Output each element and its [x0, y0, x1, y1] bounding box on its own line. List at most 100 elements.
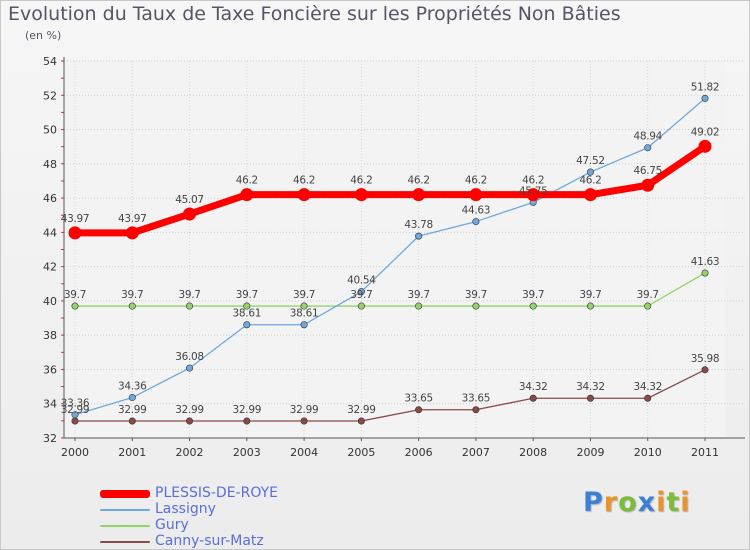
data-label-gury: 39.7 — [637, 289, 659, 301]
data-point-gury — [71, 302, 79, 310]
legend-label-canny-sur-matz: Canny-sur-Matz — [155, 533, 264, 549]
legend-label-lassigny: Lassigny — [155, 501, 216, 517]
data-point-gury — [300, 302, 308, 310]
series-line-lassigny — [74, 97, 706, 416]
y-tick-label: 46 — [43, 192, 57, 205]
data-label-plessis-de-roye: 46.2 — [350, 175, 372, 187]
data-label-lassigny: 33.36 — [61, 398, 90, 410]
data-point-plessis-de-roye — [354, 188, 368, 202]
x-tick-label: 2008 — [519, 446, 547, 459]
y-tick-label: 38 — [43, 329, 57, 342]
data-point-plessis-de-roye — [183, 207, 197, 221]
y-tick-label: 48 — [43, 158, 57, 171]
y-tick-label: 32 — [43, 432, 57, 445]
data-label-gury: 39.7 — [465, 289, 487, 301]
data-label-canny-sur-matz: 32.99 — [290, 404, 319, 416]
logo-letter: P — [583, 487, 604, 518]
data-point-plessis-de-roye — [125, 226, 139, 240]
data-point-plessis-de-roye — [297, 188, 311, 202]
data-point-lassigny — [128, 394, 136, 402]
data-point-canny-sur-matz — [472, 406, 480, 414]
data-label-plessis-de-roye: 46.2 — [465, 175, 487, 187]
data-point-plessis-de-roye — [240, 188, 254, 202]
x-tick-label: 2004 — [290, 446, 318, 459]
data-label-plessis-de-roye: 46.75 — [633, 165, 662, 177]
data-label-canny-sur-matz: 34.32 — [633, 381, 662, 393]
data-label-lassigny: 45.75 — [519, 185, 548, 197]
data-point-lassigny — [243, 321, 251, 329]
logo-letter: r — [603, 487, 619, 518]
y-tick-label: 54 — [43, 55, 57, 68]
data-label-canny-sur-matz: 33.65 — [404, 393, 433, 405]
data-point-plessis-de-roye — [698, 139, 712, 153]
x-tick-label: 2009 — [576, 446, 604, 459]
data-point-canny-sur-matz — [644, 394, 652, 402]
data-label-plessis-de-roye: 45.07 — [175, 194, 204, 206]
data-label-canny-sur-matz: 33.65 — [462, 393, 491, 405]
legend-label-gury: Gury — [155, 517, 189, 533]
data-label-lassigny: 47.52 — [576, 155, 605, 167]
data-label-gury: 39.7 — [236, 289, 258, 301]
y-tick-label: 50 — [43, 124, 57, 137]
data-label-canny-sur-matz: 34.32 — [576, 381, 605, 393]
x-tick-label: 2002 — [176, 446, 204, 459]
data-label-gury: 39.7 — [350, 289, 372, 301]
y-tick-label: 44 — [43, 226, 57, 239]
data-point-lassigny — [71, 411, 79, 419]
series-line-canny-sur-matz — [74, 369, 706, 422]
data-point-gury — [529, 302, 537, 310]
data-point-gury — [644, 302, 652, 310]
data-point-canny-sur-matz — [701, 366, 709, 374]
data-label-lassigny: 38.61 — [290, 308, 319, 320]
data-point-gury — [243, 302, 251, 310]
legend-swatch-canny-sur-matz — [100, 541, 150, 543]
logo-letter: i — [680, 487, 691, 518]
data-label-gury: 39.7 — [121, 289, 143, 301]
logo-letter: t — [666, 487, 681, 518]
data-label-lassigny: 51.82 — [691, 81, 720, 93]
data-label-plessis-de-roye: 43.97 — [118, 213, 147, 225]
data-label-lassigny: 44.63 — [462, 205, 491, 217]
data-point-plessis-de-roye — [526, 188, 540, 202]
legend-swatch-plessis-de-roye — [100, 490, 150, 498]
x-tick-label: 2005 — [347, 446, 375, 459]
data-label-gury: 39.7 — [178, 289, 200, 301]
logo-letter: x — [637, 487, 657, 518]
data-label-plessis-de-roye: 46.2 — [236, 175, 258, 187]
data-point-gury — [701, 269, 709, 277]
data-point-plessis-de-roye — [583, 188, 597, 202]
logo-letter: o — [618, 487, 638, 518]
x-tick-label: 2001 — [118, 446, 146, 459]
data-point-canny-sur-matz — [357, 417, 365, 425]
data-label-lassigny: 34.36 — [118, 381, 147, 393]
data-point-canny-sur-matz — [71, 417, 79, 425]
data-point-plessis-de-roye — [641, 178, 655, 192]
data-point-canny-sur-matz — [586, 394, 594, 402]
data-label-lassigny: 48.94 — [633, 131, 662, 143]
data-label-gury: 39.7 — [293, 289, 315, 301]
data-point-canny-sur-matz — [186, 417, 194, 425]
data-point-gury — [128, 302, 136, 310]
plot-area — [64, 61, 725, 438]
y-tick-label: 42 — [43, 261, 57, 274]
x-tick-label: 2006 — [405, 446, 433, 459]
chart-title: Evolution du Taux de Taxe Foncière sur l… — [8, 3, 621, 25]
legend-label-plessis-de-roye: PLESSIS-DE-ROYE — [155, 485, 278, 501]
data-point-lassigny — [186, 364, 194, 372]
data-point-lassigny — [357, 288, 365, 296]
data-label-gury: 39.7 — [408, 289, 430, 301]
data-label-plessis-de-roye: 49.02 — [691, 126, 720, 138]
data-label-canny-sur-matz: 32.99 — [61, 404, 90, 416]
data-label-lassigny: 43.78 — [404, 219, 433, 231]
data-label-gury: 41.63 — [691, 256, 720, 268]
proxiti-logo: Proxiti — [583, 487, 691, 518]
data-point-canny-sur-matz — [529, 394, 537, 402]
data-label-plessis-de-roye: 46.2 — [579, 175, 601, 187]
data-point-gury — [586, 302, 594, 310]
data-label-canny-sur-matz: 35.98 — [691, 353, 720, 365]
data-point-gury — [472, 302, 480, 310]
data-point-plessis-de-roye — [68, 226, 82, 240]
data-point-lassigny — [472, 218, 480, 226]
data-label-canny-sur-matz: 32.99 — [175, 404, 204, 416]
